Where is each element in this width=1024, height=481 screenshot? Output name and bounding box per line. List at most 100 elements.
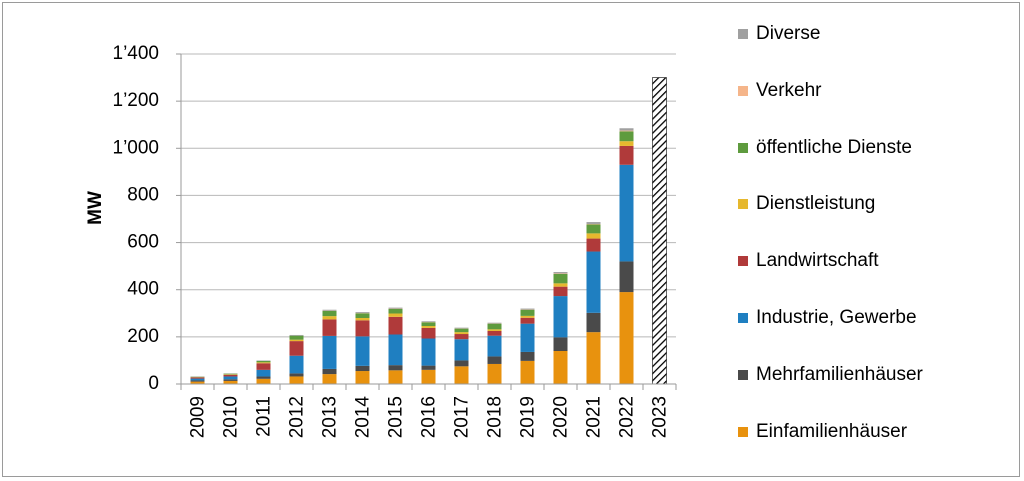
y-tick-labels: 0 200 400 600 800 1’000 1’200 1’400	[113, 43, 160, 394]
y-tick-label: 800	[127, 184, 159, 205]
x-tick-label: 2009	[188, 396, 209, 438]
bar-segment	[355, 318, 370, 321]
bar-segment	[553, 351, 568, 384]
legend-swatch	[738, 142, 748, 153]
bar-segment	[520, 360, 535, 384]
bar-segment	[388, 334, 403, 366]
bar-segment	[190, 380, 205, 382]
bar-segment	[619, 131, 634, 142]
x-tick-label: 2017	[452, 396, 473, 438]
bar-segment	[553, 286, 568, 297]
legend-label: Landwirtschaft	[756, 250, 879, 272]
legend-item: Mehrfamilienhäuser	[738, 363, 923, 387]
bar-segment	[322, 319, 337, 336]
bar-segment	[190, 381, 205, 384]
x-tick-label: 2013	[320, 396, 341, 438]
y-axis-label: MW	[85, 191, 106, 225]
bar-segment	[487, 356, 502, 364]
x-tick-label: 2022	[617, 396, 638, 438]
y-tick-label: 400	[127, 279, 159, 300]
bar-segment	[619, 128, 634, 131]
bar-segment	[223, 380, 238, 384]
bar-segment	[454, 366, 469, 384]
bar-segment	[619, 164, 634, 262]
bar-segment	[355, 312, 370, 314]
bar-segment	[454, 360, 469, 367]
bar-segment	[619, 145, 634, 165]
bar-segment	[388, 370, 403, 384]
bar-segment	[388, 316, 403, 335]
bar-segment	[223, 379, 238, 381]
bar-segment	[586, 332, 601, 384]
bar-segment	[388, 365, 403, 371]
bar-segment	[586, 222, 601, 224]
bar-segment	[487, 330, 502, 336]
bar-segment	[553, 283, 568, 287]
bar-segment	[586, 312, 601, 333]
legend-label: öffentliche Dienste	[756, 136, 912, 158]
legend-item: Industrie, Gewerbe	[738, 306, 917, 330]
bar-segment	[553, 296, 568, 338]
bar-segment	[586, 251, 601, 313]
bar-segment	[421, 321, 436, 323]
bar-segment	[355, 336, 370, 366]
bar-segment	[421, 322, 436, 327]
bar-segment	[619, 261, 634, 293]
bar-segment	[421, 369, 436, 384]
bar-segment	[421, 365, 436, 370]
x-tick-label: 2010	[221, 396, 242, 438]
legend-swatch	[738, 199, 748, 210]
bar-segment	[289, 335, 304, 340]
bar-segment	[520, 351, 535, 361]
bar-segment	[355, 313, 370, 318]
x-tick-label: 2011	[254, 396, 275, 437]
legend-item: Diverse	[738, 22, 820, 46]
bar-segment	[454, 339, 469, 361]
legend-swatch	[738, 313, 748, 323]
bar-segment	[421, 326, 436, 328]
x-tick-label: 2023	[650, 396, 671, 438]
bar-segment	[520, 317, 535, 324]
bar-segment	[223, 374, 238, 377]
bar-segment	[388, 307, 403, 309]
x-tick-label: 2019	[518, 396, 539, 438]
bar-segment	[289, 334, 304, 336]
gridlines	[181, 53, 676, 338]
x-tick-label: 2014	[353, 396, 374, 439]
bar-segment	[586, 224, 601, 234]
x-tick-label: 2020	[551, 396, 572, 438]
legend-label: Einfamilienhäuser	[756, 420, 908, 442]
bar-segment	[619, 141, 634, 146]
bar-segment	[289, 339, 304, 342]
y-tick-label: 200	[127, 326, 159, 347]
legend-item: öffentliche Dienste	[738, 136, 912, 160]
bar-segment	[223, 376, 238, 380]
bar-segment	[322, 374, 337, 384]
legend-swatch	[738, 85, 748, 96]
bar-segment	[487, 329, 502, 331]
x-tick-label: 2021	[584, 396, 605, 438]
y-tick-label: 1’400	[113, 43, 160, 64]
bar-segment	[289, 341, 304, 356]
legend-label: Verkehr	[756, 79, 822, 101]
x-tick-label: 2018	[485, 396, 506, 438]
legend-swatch	[738, 369, 748, 380]
x-tick-label: 2012	[287, 396, 308, 438]
bar-segment	[520, 308, 535, 310]
bar-segment	[190, 377, 205, 379]
bar-segment	[256, 369, 271, 377]
bar-segment	[619, 292, 634, 384]
bar-segment	[553, 272, 568, 274]
bar-segment	[487, 322, 502, 324]
bar-segment	[586, 233, 601, 239]
x-tick-label: 2015	[386, 396, 407, 438]
bar-segment	[454, 332, 469, 335]
legend-item: Verkehr	[738, 79, 821, 103]
bar-segment	[421, 327, 436, 339]
legend-swatch	[738, 29, 748, 39]
bar-segment	[388, 313, 403, 317]
legend-item: Einfamilienhäuser	[738, 420, 907, 444]
bar-segment	[289, 373, 304, 377]
